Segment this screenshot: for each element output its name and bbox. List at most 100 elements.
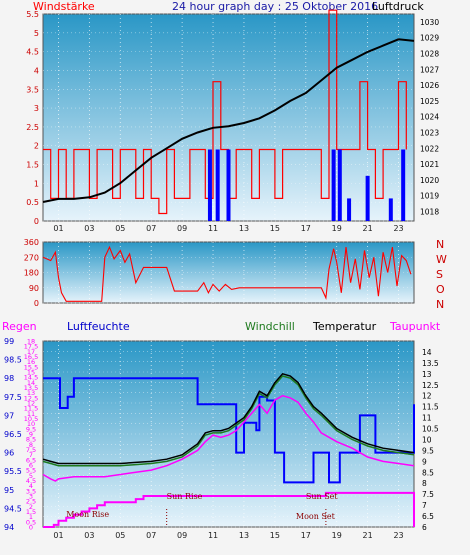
y-tick-label-right: 1027 — [420, 65, 439, 74]
temperature-tick-label: 14 — [422, 348, 432, 357]
y-tick-label-left: 1.5 — [26, 161, 39, 170]
direction-tick-label: 180 — [24, 269, 39, 278]
humidity-tick-label: 97.5 — [4, 393, 22, 402]
wind-axis-title: Windstärke — [33, 0, 95, 13]
humidity-tick-label: 94.5 — [4, 504, 22, 513]
y-tick-label-right: 1022 — [420, 144, 439, 153]
gust-bar — [226, 149, 231, 221]
x-tick-label: 05 — [115, 531, 125, 540]
rain-tick-label: 5.5 — [26, 467, 36, 475]
y-tick-label-left: 5.5 — [26, 10, 39, 19]
gust-bar — [365, 175, 370, 221]
legend-item: Taupunkt — [389, 320, 441, 333]
dewpoint-series — [42, 394, 415, 482]
rain-tick-label: 0.5 — [26, 518, 36, 526]
temperature-tick-label: 8 — [422, 479, 427, 488]
rain-tick-label: 18 — [27, 338, 35, 346]
rain-tick-label: 6.5 — [26, 456, 36, 464]
y-tick-label-left: 4 — [34, 66, 39, 75]
x-tick-label: 03 — [84, 224, 94, 233]
rain-tick-label: 2 — [29, 503, 33, 511]
x-tick-label: 07 — [146, 531, 156, 540]
rain-tick-label: 2.5 — [26, 498, 36, 506]
rain-tick-label: 13.5 — [24, 384, 38, 392]
temperature-tick-label: 11 — [422, 414, 432, 423]
rain-tick-label: 17 — [27, 348, 35, 356]
humidity-series — [43, 377, 415, 484]
temperature-tick-label: 6.5 — [422, 512, 434, 521]
temperature-tick-label: 12.5 — [422, 381, 439, 390]
temperature-tick-label: 7 — [422, 501, 427, 510]
rain-tick-label: 11 — [27, 410, 35, 418]
x-tick-label: 19 — [332, 531, 342, 540]
humidity-tick-label: 98 — [4, 374, 14, 383]
gust-bar — [207, 149, 212, 221]
compass-label: N — [436, 298, 444, 311]
y-tick-label-left: 4.5 — [26, 48, 39, 57]
chart-title: 24 hour graph day : 25 Oktober 2016 — [172, 0, 378, 13]
x-tick-label: 21 — [363, 224, 373, 233]
wind-speed-series — [43, 9, 407, 215]
y-tick-label-left: 0.5 — [26, 198, 39, 207]
direction-tick-label: 270 — [24, 253, 39, 262]
astro-annotation: Sun Rise — [167, 492, 203, 501]
humidity-tick-label: 97 — [4, 411, 14, 420]
rain-tick-label: 15 — [27, 369, 35, 377]
plot-area — [42, 340, 415, 528]
y-tick-label-right: 1026 — [420, 81, 439, 90]
x-tick-label: 07 — [146, 224, 156, 233]
temperature-tick-label: 9 — [422, 457, 427, 466]
humidity-tick-label: 96.5 — [4, 430, 22, 439]
compass-label: W — [436, 253, 447, 266]
rain-tick-label: 7 — [29, 451, 33, 459]
direction-tick-label: 90 — [29, 284, 39, 293]
gust-bar — [331, 149, 336, 221]
temperature-tick-label: 13.5 — [422, 359, 439, 368]
x-tick-label: 19 — [332, 224, 342, 233]
rain-tick-label: 4 — [29, 482, 33, 490]
pressure-series — [42, 38, 415, 203]
humidity-tick-label: 99 — [4, 337, 14, 346]
gust-bar — [401, 149, 406, 221]
temperature-tick-label: 11.5 — [422, 403, 439, 412]
rain-tick-label: 10 — [27, 420, 35, 428]
astro-annotation: Moon Rise — [66, 510, 109, 519]
temperature-tick-label: 9.5 — [422, 446, 434, 455]
y-tick-label-left: 2 — [34, 142, 39, 151]
rain-tick-label: 3.5 — [26, 487, 36, 495]
x-tick-label: 01 — [53, 531, 63, 540]
gust-bar — [388, 198, 393, 221]
rain-tick-label: 7.5 — [26, 446, 36, 454]
pressure-axis-title: Luftdruck — [372, 0, 424, 13]
legend-item: Regen — [2, 320, 37, 333]
rain-tick-label: 6 — [29, 462, 33, 470]
y-tick-label-right: 1030 — [420, 18, 439, 27]
y-tick-label-right: 1019 — [420, 192, 439, 201]
temperature-tick-label: 12 — [422, 392, 432, 401]
y-tick-label-left: 3.5 — [26, 85, 39, 94]
rain-tick-label: 5 — [29, 472, 33, 480]
legend-item: Windchill — [245, 320, 295, 333]
y-tick-label-left: 0 — [34, 217, 39, 226]
x-tick-label: 17 — [301, 224, 311, 233]
y-tick-label-right: 1025 — [420, 97, 439, 106]
y-tick-label-left: 5 — [34, 29, 39, 38]
y-tick-label-right: 1029 — [420, 34, 439, 43]
humidity-tick-label: 98.5 — [4, 356, 22, 365]
y-tick-label-right: 1024 — [420, 113, 439, 122]
temperature-tick-label: 10.5 — [422, 425, 439, 434]
rain-tick-label: 15.5 — [24, 363, 38, 371]
x-tick-label: 15 — [270, 224, 280, 233]
wind-pressure-panel: 0 0.5 1 1.5 2 2.5 3 3.5 4 4.5 5 5.5 1018 1019 1020 1021… — [26, 9, 439, 233]
gust-bar — [347, 198, 352, 221]
humidity-tick-label: 95 — [4, 486, 14, 495]
legend-item: Luftfeuchte — [67, 320, 130, 333]
wind-direction-series — [42, 245, 412, 302]
temperature-tick-label: 6 — [422, 523, 427, 532]
legend-item: Temperatur — [312, 320, 377, 333]
rain-tick-label: 10.5 — [24, 415, 38, 423]
y-tick-label-right: 1018 — [420, 208, 439, 217]
rain-tick-label: 11.5 — [24, 405, 38, 413]
temperature-legend: Regen Luftfeuchte Windchill Temperatur Taupu… — [2, 320, 441, 333]
